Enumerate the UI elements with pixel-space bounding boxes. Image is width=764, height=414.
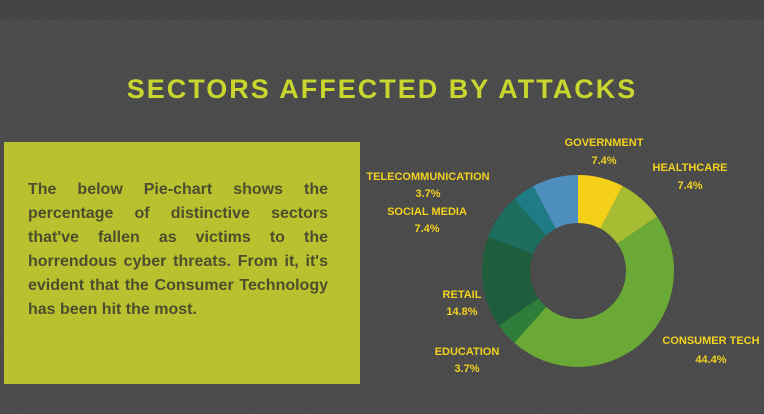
description-box [4,142,360,384]
slice-retail [482,236,539,326]
label-telecommunication: TELECOMMUNICATION [366,171,489,183]
value-healthcare: 7.4% [677,180,702,192]
slice-consumer-tech [514,216,675,368]
label-consumer-tech: CONSUMER TECH [662,335,759,347]
slice-education [498,298,547,343]
slice-social-media [488,199,547,254]
label-government: GOVERNMENT [565,137,644,149]
value-consumer-tech: 44.4% [695,354,726,366]
slice-unlabeled [533,175,578,229]
value-retail: 14.8% [446,306,477,318]
value-education: 3.7% [454,363,479,375]
slice-telecommunication [514,185,556,236]
chart-labels: GOVERNMENT 7.4% HEALTHCARE 7.4% CONSUMER TEC… [366,137,759,375]
value-government: 7.4% [591,155,616,167]
value-social-media: 7.4% [414,223,439,235]
slice-healthcare [600,185,658,244]
slice-government [578,175,623,229]
description-text: The below Pie-chart shows the percentage… [28,181,328,318]
page-title: SECTORS AFFECTED BY ATTACKS [126,74,638,104]
label-retail: RETAIL [443,289,482,301]
label-education: EDUCATION [435,346,500,358]
value-telecommunication: 3.7% [415,188,440,200]
top-band [0,0,764,20]
chart-slices [482,175,675,368]
label-healthcare: HEALTHCARE [653,162,728,174]
label-social-media: SOCIAL MEDIA [387,206,467,218]
